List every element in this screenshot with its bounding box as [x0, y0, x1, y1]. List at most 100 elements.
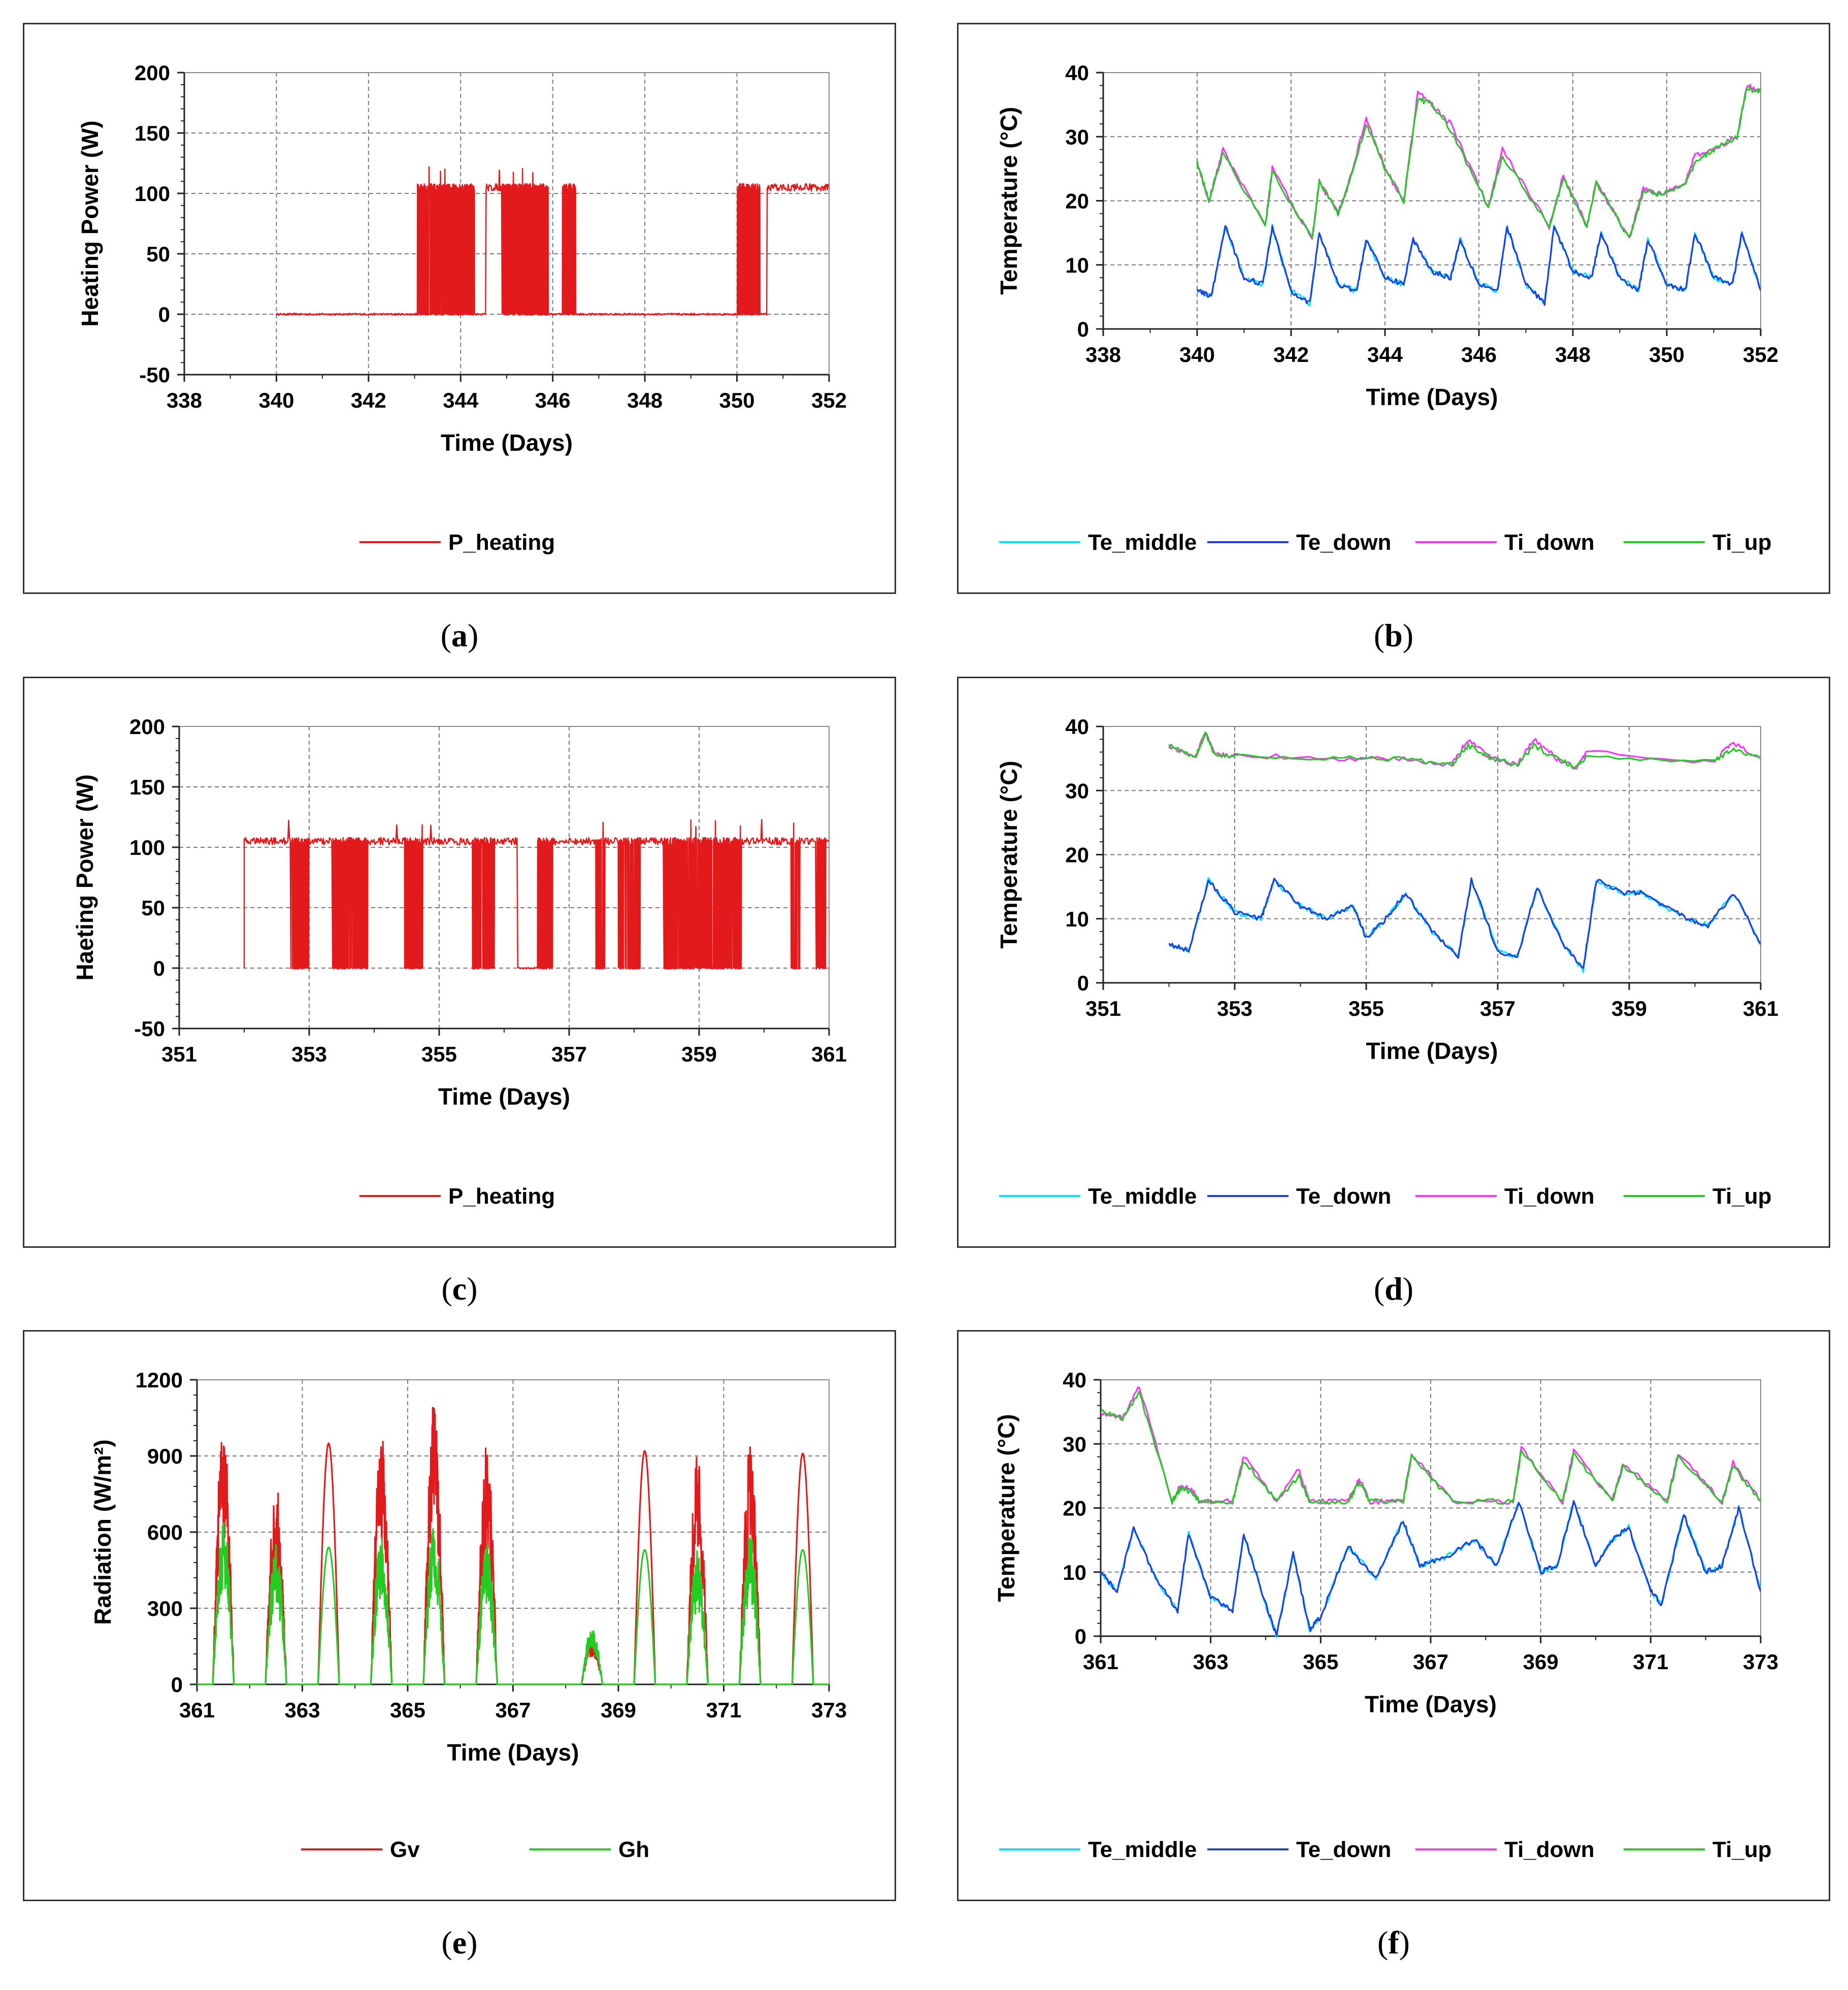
caption-a: (a) — [440, 617, 479, 653]
x-axis-title: Time (Days) — [441, 429, 573, 456]
y-axis-title: Temperature (°C) — [993, 1414, 1019, 1602]
y-tick-label: 40 — [1065, 715, 1089, 739]
legend-label: Ti_up — [1712, 530, 1772, 555]
caption-c: (c) — [441, 1271, 478, 1307]
x-tick-label: 359 — [681, 1042, 717, 1066]
x-tick-label: 348 — [627, 388, 663, 412]
series-ti-up — [1168, 732, 1761, 770]
legend-label: Ti_down — [1504, 530, 1595, 555]
series-te-down — [1168, 877, 1761, 969]
x-tick-label: 373 — [1743, 1650, 1778, 1674]
x-tick-label: 365 — [390, 1698, 425, 1722]
chart-a: -50 0 50 100 150 200 338 340 342 344 346 348 350 352 T… — [23, 23, 896, 594]
x-tick-label: 346 — [535, 388, 571, 412]
caption-f: (f) — [1377, 1925, 1410, 1961]
y-tick-label: 40 — [1065, 61, 1089, 85]
legend: Te_middle Te_down Ti_down Ti_up — [999, 1837, 1772, 1862]
x-tick-label: 373 — [811, 1698, 847, 1722]
y-tick-label: 150 — [135, 121, 170, 145]
x-tick-label: 351 — [1085, 997, 1121, 1020]
legend-label: P_heating — [448, 530, 555, 555]
x-tick-label: 340 — [1179, 343, 1215, 367]
x-axis-title: Time (Days) — [447, 1739, 579, 1766]
x-tick-label: 353 — [1217, 997, 1252, 1020]
x-tick-label: 357 — [551, 1042, 587, 1066]
caption-e: (e) — [441, 1925, 478, 1961]
y-tick-label: 0 — [171, 1673, 183, 1697]
series-te-middle — [1169, 877, 1761, 973]
y-tick-label: 10 — [1063, 1561, 1086, 1584]
series-te-down — [1101, 1500, 1761, 1636]
x-tick-label: 351 — [161, 1042, 197, 1066]
chart-b: 0 10 20 30 40 338 340 342 344 346 348 350 352 Time (D… — [957, 23, 1830, 594]
x-tick-label: 344 — [443, 388, 479, 412]
legend: Gv Gh — [301, 1837, 649, 1862]
legend-label: Ti_down — [1504, 1184, 1595, 1209]
series-p-heating — [276, 166, 829, 316]
y-tick-label: 10 — [1065, 253, 1089, 277]
y-tick-label: 1200 — [136, 1368, 183, 1392]
plot-area — [197, 1407, 829, 1685]
y-tick-label: 30 — [1063, 1432, 1086, 1456]
y-tick-label: 900 — [147, 1444, 183, 1468]
x-tick-label: 367 — [1413, 1650, 1448, 1674]
x-tick-label: 355 — [1348, 997, 1384, 1020]
y-tick-label: -50 — [139, 363, 170, 387]
x-tick-label: 361 — [179, 1698, 215, 1722]
y-axis-title: Temperature (°C) — [996, 760, 1022, 948]
y-tick-label: 100 — [129, 836, 165, 859]
legend-label: Ti_up — [1712, 1184, 1772, 1209]
y-tick-label: 200 — [129, 715, 165, 739]
y-tick-label: 100 — [135, 182, 170, 206]
y-tick-label: 0 — [1075, 1624, 1086, 1648]
x-axis-title: Time (Days) — [1366, 1038, 1498, 1064]
plot-area — [243, 819, 829, 970]
x-tick-label: 338 — [167, 388, 202, 412]
x-tick-label: 338 — [1085, 343, 1121, 367]
y-tick-label: 30 — [1065, 779, 1089, 803]
series-gh — [197, 1521, 829, 1685]
legend-label: Te_down — [1296, 1184, 1391, 1209]
series-ti-up — [1196, 86, 1761, 239]
grid — [1103, 73, 1761, 329]
legend-label: Ti_down — [1504, 1837, 1595, 1862]
x-tick-label: 371 — [706, 1698, 741, 1722]
legend: P_heating — [359, 1184, 555, 1209]
y-axis-title: Radiation (W/m²) — [89, 1439, 116, 1624]
x-tick-label: 342 — [351, 388, 386, 412]
x-tick-label: 348 — [1555, 343, 1591, 367]
x-tick-label: 344 — [1367, 343, 1403, 367]
x-tick-label: 352 — [1743, 343, 1778, 367]
x-tick-label: 352 — [811, 388, 847, 412]
x-tick-label: 353 — [291, 1042, 327, 1066]
y-tick-label: -50 — [134, 1017, 165, 1041]
legend: Te_middle Te_down Ti_down Ti_up — [999, 1184, 1772, 1209]
y-tick-label: 0 — [1077, 317, 1089, 341]
legend: P_heating — [359, 530, 555, 555]
y-axis-title: Haeting Power (W) — [72, 774, 98, 980]
x-tick-label: 350 — [719, 388, 755, 412]
chart-d: 0 10 20 30 40 351 353 355 357 359 361 Time (Days) Te… — [957, 677, 1830, 1248]
legend-label: Gh — [618, 1837, 649, 1862]
caption-b: (b) — [1373, 617, 1414, 653]
legend-label: Gv — [390, 1837, 420, 1862]
series-ti-up — [1101, 1390, 1761, 1505]
x-tick-label: 340 — [258, 388, 294, 412]
y-axis-title: Heating Power (W) — [77, 120, 103, 326]
x-axis-title: Time (Days) — [438, 1083, 570, 1110]
y-tick-label: 600 — [147, 1520, 183, 1544]
y-tick-label: 10 — [1065, 907, 1089, 931]
series-ti-down — [1168, 732, 1761, 770]
y-tick-label: 0 — [153, 956, 165, 980]
x-tick-label: 371 — [1633, 1650, 1668, 1674]
x-tick-label: 361 — [1743, 997, 1778, 1020]
plot-area — [276, 166, 829, 316]
y-tick-label: 150 — [129, 775, 165, 799]
legend-label: Te_middle — [1088, 530, 1197, 555]
x-tick-label: 361 — [1083, 1650, 1118, 1674]
legend: Te_middle Te_down Ti_down Ti_up — [999, 530, 1772, 555]
y-tick-label: 50 — [146, 242, 170, 266]
plot-area — [1168, 732, 1761, 973]
series-gv — [197, 1407, 829, 1685]
